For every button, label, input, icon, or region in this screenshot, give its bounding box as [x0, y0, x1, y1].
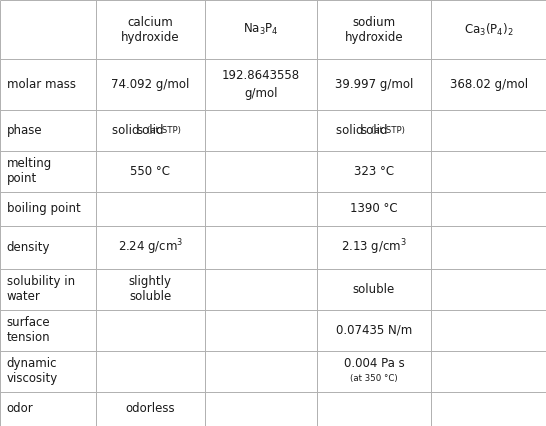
Text: 0.004 Pa s: 0.004 Pa s	[343, 357, 405, 371]
Text: 368.02 g/mol: 368.02 g/mol	[449, 78, 528, 91]
Text: dynamic
viscosity: dynamic viscosity	[7, 357, 58, 386]
Text: 74.092 g/mol: 74.092 g/mol	[111, 78, 189, 91]
Text: Na$_3$P$_4$: Na$_3$P$_4$	[243, 22, 278, 37]
Text: slightly
soluble: slightly soluble	[129, 275, 171, 303]
Text: solubility in
water: solubility in water	[7, 275, 75, 303]
Text: 0.07435 N/m: 0.07435 N/m	[336, 324, 412, 337]
Text: g/mol: g/mol	[244, 87, 277, 100]
Text: density: density	[7, 241, 50, 254]
Text: melting
point: melting point	[7, 157, 52, 185]
Text: odor: odor	[7, 403, 33, 415]
Text: sodium
hydroxide: sodium hydroxide	[345, 16, 403, 43]
Text: solid: solid	[112, 124, 147, 137]
Text: solid: solid	[336, 124, 371, 137]
Text: (at 350 °C): (at 350 °C)	[350, 374, 398, 383]
Text: 550 °C: 550 °C	[130, 165, 170, 178]
Text: 2.13 g/cm$^3$: 2.13 g/cm$^3$	[341, 237, 407, 257]
Text: solid: solid	[136, 124, 164, 137]
Text: boiling point: boiling point	[7, 202, 80, 216]
Text: odorless: odorless	[126, 403, 175, 415]
Text: calcium
hydroxide: calcium hydroxide	[121, 16, 180, 43]
Text: 323 °C: 323 °C	[354, 165, 394, 178]
Text: 39.997 g/mol: 39.997 g/mol	[335, 78, 413, 91]
Text: 2.24 g/cm$^3$: 2.24 g/cm$^3$	[117, 237, 183, 257]
Text: (at STP): (at STP)	[147, 126, 181, 135]
Text: surface
tension: surface tension	[7, 316, 50, 344]
Text: soluble: soluble	[353, 282, 395, 296]
Text: 192.8643558: 192.8643558	[222, 69, 300, 82]
Text: 1390 °C: 1390 °C	[350, 202, 398, 216]
Text: phase: phase	[7, 124, 42, 137]
Text: (at STP): (at STP)	[371, 126, 405, 135]
Text: molar mass: molar mass	[7, 78, 75, 91]
Text: Ca$_3$(P$_4$)$_2$: Ca$_3$(P$_4$)$_2$	[464, 21, 513, 37]
Text: solid: solid	[360, 124, 388, 137]
